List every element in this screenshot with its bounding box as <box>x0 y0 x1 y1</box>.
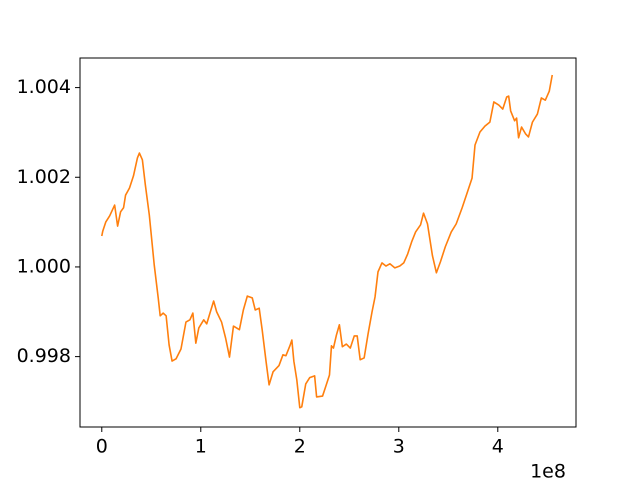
axes-frame <box>79 57 577 428</box>
x-tick-label: 1 <box>195 436 207 458</box>
x-tick-label: 4 <box>492 436 504 458</box>
y-tick-label: 1.004 <box>17 76 71 98</box>
x-tick-label: 3 <box>393 436 405 458</box>
x-tick-label: 0 <box>96 436 108 458</box>
y-tick-label: 1.000 <box>17 255 71 277</box>
y-tick-label: 0.998 <box>17 345 71 367</box>
data-line <box>100 74 554 409</box>
x-tick-label: 2 <box>294 436 306 458</box>
y-tick-label: 1.002 <box>17 166 71 188</box>
x-offset-label: 1e8 <box>530 461 566 480</box>
